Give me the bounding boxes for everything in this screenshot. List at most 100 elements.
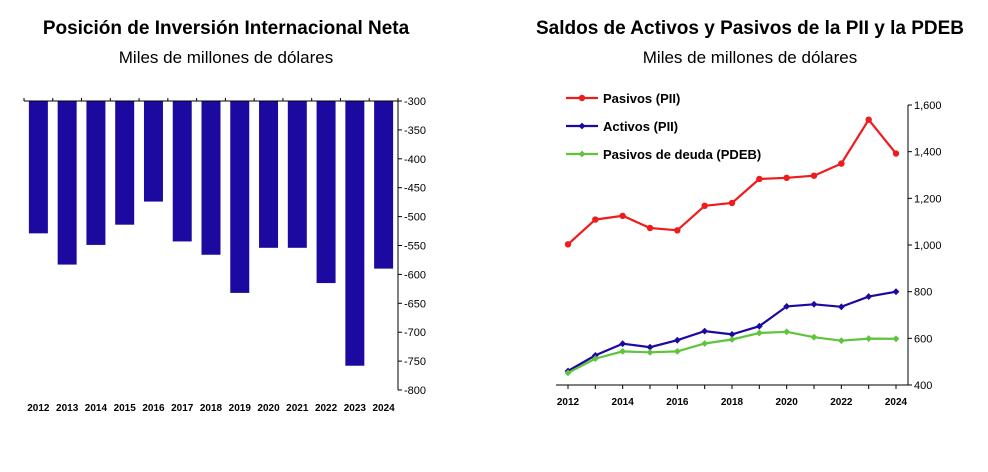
bar-2014 xyxy=(86,101,106,245)
data-point xyxy=(865,293,873,300)
data-point xyxy=(619,340,627,348)
left-chart-title: Posición de Inversión Internacional Neta xyxy=(42,18,410,39)
data-point xyxy=(865,116,872,123)
data-point xyxy=(892,335,900,343)
x-tick-label-2024: 2024 xyxy=(885,397,908,408)
bar-2018 xyxy=(201,101,221,255)
bar-2017 xyxy=(172,101,192,242)
y-tick-label: 400 xyxy=(914,380,932,392)
y-tick-label: -500 xyxy=(404,212,426,224)
bar-2016 xyxy=(143,101,163,202)
left-bar-chart: 2012 2013 2014 2015 2016 2017 2018 2019 2020 2021… xyxy=(23,96,426,414)
data-point xyxy=(673,348,681,355)
data-point xyxy=(701,202,708,209)
right-chart-subtitle: Miles de millones de dólares xyxy=(642,48,858,67)
legend-marker xyxy=(578,94,586,102)
x-tick-label-2022: 2022 xyxy=(315,403,338,414)
y-tick-label: 800 xyxy=(914,287,932,299)
bar-2024 xyxy=(374,101,394,269)
data-point xyxy=(701,340,709,347)
legend-label: Pasivos (PII) xyxy=(603,91,680,106)
x-tick-label-2016: 2016 xyxy=(142,403,165,414)
data-point xyxy=(646,224,654,232)
data-point xyxy=(564,369,572,377)
x-tick-label-2018: 2018 xyxy=(721,397,744,408)
bar-2013 xyxy=(57,101,77,265)
y-tick-label: -800 xyxy=(404,385,426,397)
y-tick-label: 1,200 xyxy=(914,193,942,205)
data-point xyxy=(810,300,818,308)
x-tick-label-2019: 2019 xyxy=(229,403,252,414)
data-point xyxy=(755,322,763,330)
data-point xyxy=(673,336,681,344)
series-line xyxy=(567,117,897,246)
x-tick-label-2012: 2012 xyxy=(557,397,580,408)
legend-marker xyxy=(578,122,586,130)
data-point xyxy=(728,199,736,207)
y-tick-label: 1,400 xyxy=(914,147,942,159)
data-point xyxy=(701,327,709,335)
y-tick-label: 1,600 xyxy=(914,100,942,112)
y-tick-label: -600 xyxy=(404,269,426,281)
bar-2012 xyxy=(28,101,48,234)
data-point xyxy=(783,302,791,310)
x-tick-label-2024: 2024 xyxy=(372,403,395,414)
x-tick-label-2017: 2017 xyxy=(171,403,194,414)
x-tick-label-2023: 2023 xyxy=(344,403,367,414)
x-tick-label-2016: 2016 xyxy=(666,397,689,408)
x-tick-label-2012: 2012 xyxy=(27,403,50,414)
bar-2019 xyxy=(230,101,250,293)
data-point xyxy=(810,172,818,179)
bar-2020 xyxy=(259,101,279,248)
right-line-chart: 400 600 800 1,000 1,200 1,400 1,600 2012 2014 201… xyxy=(556,91,942,408)
data-point xyxy=(646,343,654,351)
data-point xyxy=(756,175,763,183)
bar-2021 xyxy=(287,101,307,248)
y-tick-label: -450 xyxy=(404,183,426,195)
x-tick-label-2014: 2014 xyxy=(85,403,108,414)
y-tick-label: -700 xyxy=(404,327,426,339)
legend-marker xyxy=(578,150,586,158)
y-tick-label: -650 xyxy=(404,298,426,310)
x-tick-label-2020: 2020 xyxy=(776,397,799,408)
y-tick-label: -550 xyxy=(404,241,426,253)
data-point xyxy=(619,212,626,220)
data-point xyxy=(838,160,845,167)
data-point xyxy=(591,355,599,363)
right-chart-title: Saldos de Activos y Pasivos de la PII y … xyxy=(535,18,965,39)
series-3 xyxy=(564,328,900,377)
bar-2023 xyxy=(345,101,365,366)
data-point xyxy=(619,348,627,355)
x-tick-label-2022: 2022 xyxy=(830,397,853,408)
x-tick-label-2020: 2020 xyxy=(257,403,280,414)
data-point xyxy=(810,333,818,341)
y-tick-label: -400 xyxy=(404,154,426,166)
data-point xyxy=(646,348,654,356)
x-tick-label-2013: 2013 xyxy=(56,403,79,414)
legend-label: Pasivos de deuda (PDEB) xyxy=(603,147,761,162)
series-2 xyxy=(564,288,900,375)
left-chart-subtitle: Miles de millones de dólares xyxy=(118,48,334,67)
y-tick-label: 1,000 xyxy=(914,240,942,252)
data-point xyxy=(783,174,790,181)
legend: Pasivos (PII) Activos (PII) Pasivos de deu… xyxy=(566,91,761,162)
x-tick-label-2021: 2021 xyxy=(286,403,309,414)
y-tick-label: -300 xyxy=(404,96,426,108)
y-tick-label: -750 xyxy=(404,356,426,368)
y-tick-label: -350 xyxy=(404,125,426,137)
data-point xyxy=(674,227,681,234)
series-1 xyxy=(564,116,900,248)
data-point xyxy=(892,150,900,157)
data-point xyxy=(837,337,845,345)
data-point xyxy=(564,241,572,248)
legend-label: Activos (PII) xyxy=(603,119,678,134)
data-point xyxy=(892,288,900,296)
data-point xyxy=(865,335,873,342)
bar-2022 xyxy=(316,101,336,284)
x-tick-label-2015: 2015 xyxy=(114,403,137,414)
y-tick-label: 600 xyxy=(914,333,932,345)
x-tick-label-2014: 2014 xyxy=(612,397,635,408)
data-point xyxy=(783,328,791,336)
data-point xyxy=(755,329,763,337)
x-tick-label-2018: 2018 xyxy=(200,403,223,414)
